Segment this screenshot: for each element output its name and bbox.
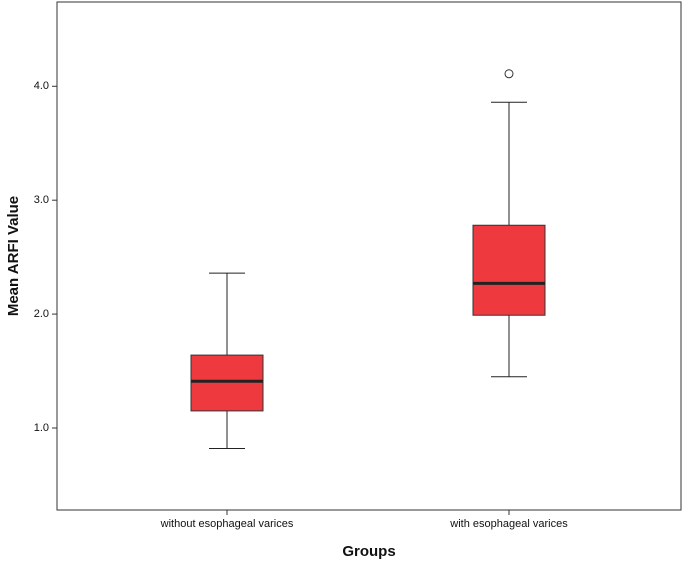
plot-frame <box>56 1 682 511</box>
outlier <box>504 69 514 79</box>
y-tick-label: 3.0 <box>34 194 49 206</box>
x-tick-label: with esophageal varices <box>449 518 568 530</box>
box <box>190 354 264 412</box>
y-tick-label: 4.0 <box>34 80 49 92</box>
y-tick-label: 2.0 <box>34 308 49 320</box>
y-tick-label: 1.0 <box>34 422 49 434</box>
x-axis-title: Groups <box>342 543 395 560</box>
box <box>472 224 546 316</box>
x-tick-label: without esophageal varices <box>160 518 294 530</box>
y-axis-title: Mean ARFI Value <box>5 196 22 316</box>
